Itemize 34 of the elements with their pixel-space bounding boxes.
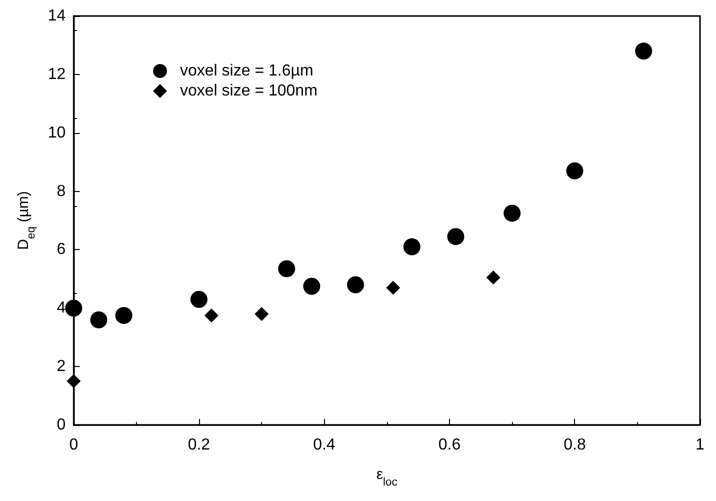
point	[303, 278, 320, 295]
point	[254, 306, 269, 321]
point	[66, 374, 81, 388]
point	[115, 306, 132, 324]
point	[566, 162, 584, 180]
point	[386, 280, 400, 295]
point	[90, 311, 108, 328]
point	[190, 290, 208, 308]
y-tick-label: 12	[48, 66, 66, 83]
legend-label: voxel size = 100nm	[180, 82, 318, 100]
point	[278, 260, 296, 278]
point	[504, 204, 521, 222]
x-tick-label: 1	[696, 436, 705, 454]
y-tick-label: 8	[56, 182, 66, 200]
x-tick-label: 0	[69, 436, 78, 454]
point	[65, 300, 82, 317]
point	[347, 276, 364, 294]
y-tick-label: 14	[48, 8, 66, 24]
point	[403, 238, 420, 256]
point	[635, 42, 652, 60]
y-tick-label: 4	[56, 300, 66, 317]
point	[447, 228, 464, 246]
point	[204, 308, 218, 322]
y-tick-label: 0	[56, 416, 66, 434]
y-tick-label: 2	[56, 358, 66, 376]
point	[486, 270, 500, 284]
x-tick-label: 0.8	[564, 436, 586, 454]
x-tick-label: 0.6	[438, 436, 461, 454]
y-axis-title: Deq (µm)	[15, 191, 38, 250]
x-tick-label: 0.4	[313, 436, 336, 454]
legend-label: voxel size = 1.6µm	[180, 62, 314, 80]
x-tick-label: 0.2	[188, 436, 210, 454]
y-tick-label: 6	[56, 241, 66, 258]
y-tick-label: 10	[48, 124, 66, 142]
